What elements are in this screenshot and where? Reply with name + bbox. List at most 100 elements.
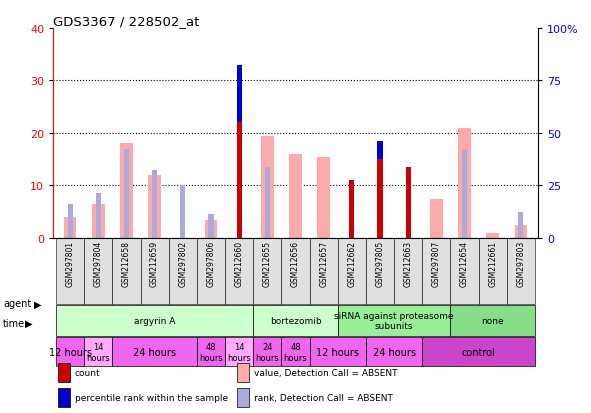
Text: 14
hours: 14 hours	[228, 342, 251, 362]
Bar	[261, 136, 274, 238]
FancyBboxPatch shape	[310, 238, 338, 304]
Bar	[430, 199, 443, 238]
Bar	[515, 225, 527, 238]
FancyBboxPatch shape	[112, 338, 197, 366]
FancyBboxPatch shape	[507, 238, 535, 304]
Bar	[405, 168, 411, 238]
FancyBboxPatch shape	[56, 238, 84, 304]
Bar	[462, 150, 467, 238]
Text: GSM212656: GSM212656	[291, 240, 300, 286]
Text: siRNA against proteasome
subunits: siRNA against proteasome subunits	[335, 311, 454, 330]
Text: bortezomib: bortezomib	[269, 316, 322, 325]
Text: GSM212658: GSM212658	[122, 240, 131, 286]
Text: rank, Detection Call = ABSENT: rank, Detection Call = ABSENT	[254, 393, 393, 402]
FancyBboxPatch shape	[310, 338, 366, 366]
Bar	[486, 233, 499, 238]
Bar	[518, 212, 524, 238]
Bar	[458, 128, 471, 238]
FancyBboxPatch shape	[84, 238, 112, 304]
FancyBboxPatch shape	[423, 238, 450, 304]
Text: GSM297803: GSM297803	[517, 240, 525, 287]
Bar	[148, 176, 161, 238]
FancyBboxPatch shape	[366, 338, 423, 366]
Text: 48
hours: 48 hours	[199, 342, 223, 362]
Text: time: time	[3, 318, 25, 328]
FancyBboxPatch shape	[450, 305, 535, 337]
FancyBboxPatch shape	[84, 338, 112, 366]
Text: GSM212663: GSM212663	[404, 240, 413, 286]
Bar	[64, 217, 76, 238]
Bar	[236, 66, 242, 238]
Text: 24
hours: 24 hours	[255, 342, 279, 362]
Bar	[58, 363, 70, 382]
FancyBboxPatch shape	[225, 338, 253, 366]
Bar	[120, 144, 133, 238]
FancyBboxPatch shape	[338, 305, 450, 337]
FancyBboxPatch shape	[366, 238, 394, 304]
Bar	[289, 154, 302, 238]
Text: 24 hours: 24 hours	[372, 347, 415, 357]
Text: GSM297807: GSM297807	[432, 240, 441, 287]
Bar	[378, 142, 382, 160]
FancyBboxPatch shape	[253, 238, 281, 304]
Bar	[152, 170, 157, 238]
Text: 12 hours: 12 hours	[48, 347, 92, 357]
Bar	[124, 150, 129, 238]
FancyBboxPatch shape	[253, 305, 338, 337]
FancyBboxPatch shape	[112, 238, 141, 304]
Text: GSM212662: GSM212662	[348, 240, 356, 286]
Text: value, Detection Call = ABSENT: value, Detection Call = ABSENT	[254, 368, 398, 377]
Text: GSM212661: GSM212661	[488, 240, 497, 286]
Text: GSM212654: GSM212654	[460, 240, 469, 286]
Bar	[96, 194, 101, 238]
Bar	[180, 186, 186, 238]
Bar	[349, 181, 355, 238]
FancyBboxPatch shape	[281, 238, 310, 304]
Text: GSM297801: GSM297801	[66, 240, 74, 286]
Text: control: control	[462, 347, 495, 357]
FancyBboxPatch shape	[423, 338, 535, 366]
FancyBboxPatch shape	[281, 338, 310, 366]
FancyBboxPatch shape	[479, 238, 507, 304]
Text: none: none	[482, 316, 504, 325]
Bar	[209, 215, 213, 238]
Text: GSM297805: GSM297805	[375, 240, 385, 287]
Text: 12 hours: 12 hours	[316, 347, 359, 357]
Text: 14
hours: 14 hours	[86, 342, 110, 362]
Text: GSM297802: GSM297802	[178, 240, 187, 286]
FancyBboxPatch shape	[225, 238, 253, 304]
Bar	[58, 388, 70, 407]
FancyBboxPatch shape	[253, 338, 281, 366]
Text: argyrin A: argyrin A	[134, 316, 176, 325]
FancyBboxPatch shape	[394, 238, 423, 304]
Bar	[92, 204, 105, 238]
Bar	[236, 66, 242, 123]
FancyBboxPatch shape	[197, 238, 225, 304]
Bar	[378, 142, 382, 238]
Bar	[265, 168, 270, 238]
Text: GDS3367 / 228502_at: GDS3367 / 228502_at	[53, 15, 200, 28]
Bar	[317, 157, 330, 238]
Text: 48
hours: 48 hours	[284, 342, 307, 362]
Text: GSM212655: GSM212655	[263, 240, 272, 286]
Text: GSM212657: GSM212657	[319, 240, 328, 286]
Bar	[238, 363, 249, 382]
Bar	[67, 204, 73, 238]
FancyBboxPatch shape	[141, 238, 168, 304]
Text: count: count	[75, 368, 100, 377]
Bar	[204, 220, 217, 238]
FancyBboxPatch shape	[197, 338, 225, 366]
Text: GSM212660: GSM212660	[235, 240, 243, 286]
Text: GSM212659: GSM212659	[150, 240, 159, 286]
FancyBboxPatch shape	[450, 238, 479, 304]
Text: GSM297806: GSM297806	[206, 240, 216, 287]
FancyBboxPatch shape	[56, 338, 84, 366]
FancyBboxPatch shape	[168, 238, 197, 304]
Text: agent: agent	[3, 299, 31, 309]
Text: ▶: ▶	[25, 318, 33, 328]
Text: 24 hours: 24 hours	[133, 347, 176, 357]
Bar	[238, 388, 249, 407]
Text: ▶: ▶	[34, 299, 42, 309]
FancyBboxPatch shape	[338, 238, 366, 304]
Text: percentile rank within the sample: percentile rank within the sample	[75, 393, 228, 402]
